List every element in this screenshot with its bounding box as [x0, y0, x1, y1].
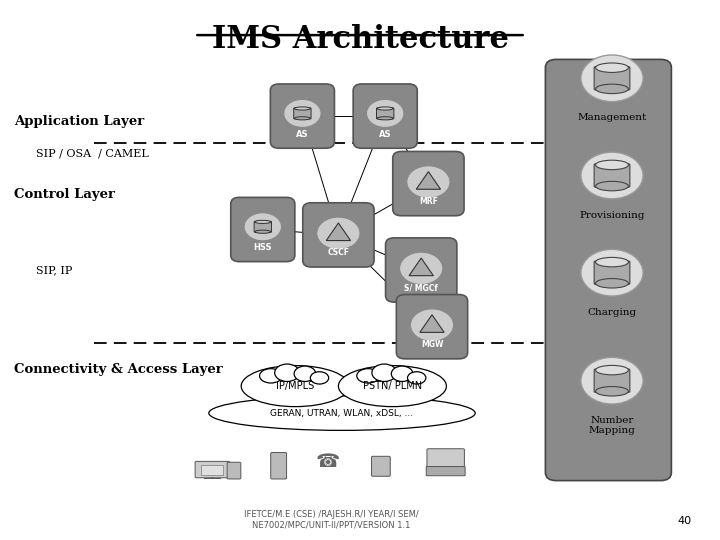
Ellipse shape [294, 366, 316, 381]
Text: MRF: MRF [419, 197, 438, 206]
Ellipse shape [294, 107, 310, 110]
Text: CSCF: CSCF [328, 248, 349, 258]
Ellipse shape [595, 279, 629, 288]
Ellipse shape [595, 387, 629, 396]
Polygon shape [416, 172, 441, 189]
FancyBboxPatch shape [426, 467, 465, 476]
Polygon shape [326, 223, 351, 241]
Circle shape [407, 166, 450, 198]
FancyBboxPatch shape [271, 453, 287, 479]
FancyBboxPatch shape [254, 221, 271, 232]
Circle shape [581, 55, 643, 102]
Text: Connectivity & Access Layer: Connectivity & Access Layer [14, 363, 223, 376]
Text: 40: 40 [677, 516, 691, 526]
Ellipse shape [260, 369, 282, 383]
FancyBboxPatch shape [546, 59, 671, 481]
Ellipse shape [595, 366, 629, 375]
FancyBboxPatch shape [393, 151, 464, 215]
Text: S/ MGCf: S/ MGCf [405, 284, 438, 293]
Ellipse shape [255, 230, 271, 233]
Text: Number
Mapping: Number Mapping [588, 416, 636, 435]
Text: ☎: ☎ [315, 452, 340, 471]
Ellipse shape [275, 364, 300, 381]
FancyBboxPatch shape [202, 465, 223, 475]
Circle shape [581, 249, 643, 296]
Text: Application Layer: Application Layer [14, 115, 145, 128]
FancyBboxPatch shape [427, 449, 464, 468]
Ellipse shape [408, 372, 426, 384]
Ellipse shape [255, 220, 271, 224]
Text: Management: Management [577, 113, 647, 123]
Ellipse shape [595, 181, 629, 191]
Text: AS: AS [296, 130, 309, 138]
FancyBboxPatch shape [594, 66, 630, 90]
Ellipse shape [377, 117, 393, 120]
Text: Charging: Charging [588, 308, 636, 317]
FancyBboxPatch shape [270, 84, 334, 148]
FancyBboxPatch shape [386, 238, 456, 302]
Text: IMS Architecture: IMS Architecture [212, 24, 508, 55]
Ellipse shape [372, 364, 397, 381]
Ellipse shape [357, 369, 379, 383]
Ellipse shape [595, 63, 629, 72]
Ellipse shape [310, 372, 329, 384]
FancyBboxPatch shape [354, 84, 418, 148]
Ellipse shape [294, 117, 310, 120]
Text: SIP / OSA  / CAMEL: SIP / OSA / CAMEL [36, 149, 149, 159]
Text: Control Layer: Control Layer [14, 188, 115, 201]
FancyBboxPatch shape [594, 369, 630, 393]
Ellipse shape [595, 258, 629, 267]
Text: IP/MPLS: IP/MPLS [276, 381, 315, 391]
Circle shape [317, 217, 360, 249]
Circle shape [410, 309, 454, 341]
Polygon shape [420, 315, 444, 332]
Circle shape [366, 99, 404, 127]
Text: MGW: MGW [420, 340, 444, 349]
FancyBboxPatch shape [302, 203, 374, 267]
Ellipse shape [209, 396, 475, 430]
Ellipse shape [392, 366, 413, 381]
Circle shape [244, 213, 282, 241]
FancyBboxPatch shape [294, 108, 311, 119]
FancyBboxPatch shape [228, 462, 240, 479]
Text: IFETCE/M.E (CSE) /RAJESH.R/I YEAR/I SEM/
NE7002/MPC/UNIT-II/PPT/VERSION 1.1: IFETCE/M.E (CSE) /RAJESH.R/I YEAR/I SEM/… [244, 510, 418, 530]
Polygon shape [409, 258, 433, 275]
FancyBboxPatch shape [230, 197, 295, 261]
Ellipse shape [595, 160, 629, 170]
Circle shape [400, 252, 443, 285]
FancyBboxPatch shape [396, 295, 468, 359]
FancyBboxPatch shape [594, 261, 630, 285]
Circle shape [581, 152, 643, 199]
Text: SIP, IP: SIP, IP [36, 265, 73, 275]
Text: PSTN/ PLMN: PSTN/ PLMN [363, 381, 422, 391]
FancyBboxPatch shape [195, 461, 230, 478]
FancyBboxPatch shape [377, 108, 394, 119]
Text: HSS: HSS [253, 243, 272, 252]
Ellipse shape [595, 84, 629, 93]
Text: GERAN, UTRAN, WLAN, xDSL, ...: GERAN, UTRAN, WLAN, xDSL, ... [271, 409, 413, 417]
FancyBboxPatch shape [594, 164, 630, 187]
Ellipse shape [338, 366, 446, 407]
Circle shape [581, 357, 643, 404]
Ellipse shape [241, 366, 349, 407]
Ellipse shape [377, 107, 393, 110]
Text: AS: AS [379, 130, 392, 138]
Text: Provisioning: Provisioning [580, 211, 644, 220]
FancyBboxPatch shape [372, 456, 390, 476]
Circle shape [284, 99, 321, 127]
